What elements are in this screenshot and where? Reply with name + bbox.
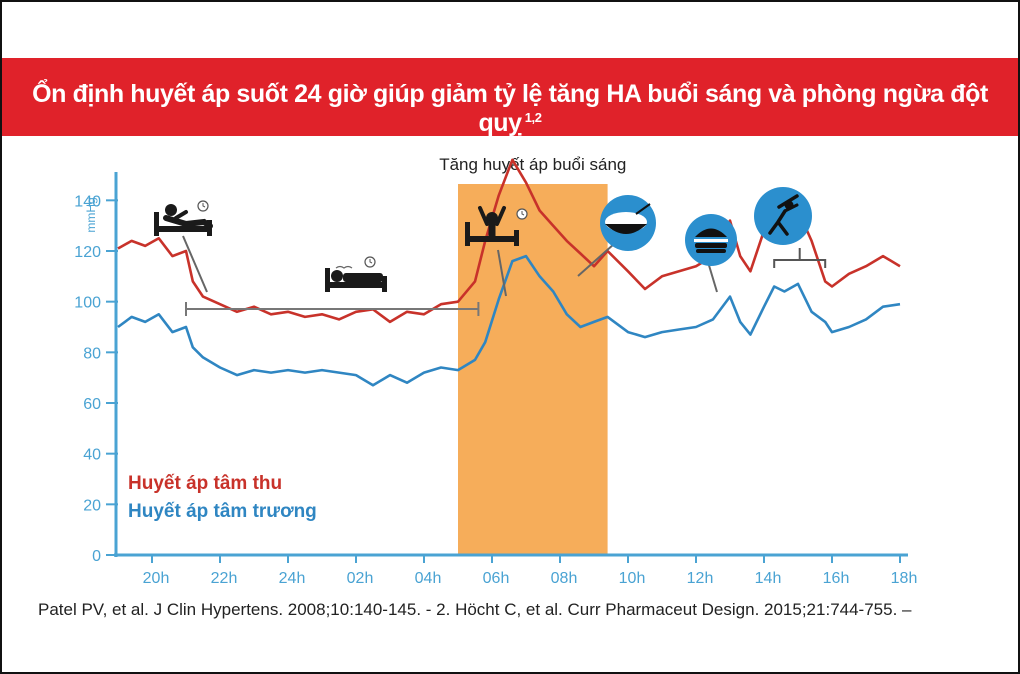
blanket bbox=[476, 236, 512, 242]
callout-line-burger bbox=[707, 261, 718, 293]
person-waking-icon bbox=[465, 206, 528, 246]
figure bbox=[768, 194, 799, 236]
head bbox=[331, 270, 343, 282]
chopstick bbox=[635, 203, 651, 215]
x-tick-label: 02h bbox=[347, 570, 374, 587]
head bbox=[165, 204, 177, 216]
person-reclining-icon bbox=[154, 200, 213, 236]
sleep-marks bbox=[335, 265, 353, 269]
bed-head bbox=[325, 268, 330, 292]
burger-icon bbox=[685, 214, 737, 266]
arms bbox=[478, 206, 506, 226]
x-tick-label: 12h bbox=[687, 570, 714, 587]
head bbox=[486, 212, 498, 224]
y-tick-label: 40 bbox=[83, 447, 101, 464]
y-tick-label: 100 bbox=[74, 295, 101, 312]
y-tick-label: 140 bbox=[74, 193, 101, 210]
arm bbox=[174, 210, 188, 220]
x-tick-label: 24h bbox=[279, 570, 306, 587]
title-banner: Ổn định huyết áp suốt 24 giờ giúp giảm t… bbox=[2, 58, 1018, 138]
x-tick-label: 08h bbox=[551, 570, 578, 587]
y-axis-label: mmHg bbox=[84, 197, 98, 232]
x-tick-label: 14h bbox=[755, 570, 782, 587]
bed-foot bbox=[382, 276, 387, 292]
blanket bbox=[343, 273, 383, 282]
title-superscript: 1,2 bbox=[524, 109, 542, 125]
x-tick-label: 18h bbox=[891, 570, 918, 587]
reference-citation: Patel PV, et al. J Clin Hypertens. 2008;… bbox=[38, 600, 912, 619]
x-tick-label: 16h bbox=[823, 570, 850, 587]
bottom-bun bbox=[696, 249, 726, 253]
bed-head bbox=[465, 222, 470, 246]
callout-line-reclining bbox=[182, 235, 208, 293]
bed-head bbox=[154, 212, 159, 236]
x-tick-label: 22h bbox=[211, 570, 238, 587]
clock-hands bbox=[202, 203, 206, 208]
y-tick-label: 80 bbox=[83, 345, 101, 362]
person-exercising-icon bbox=[754, 187, 812, 245]
lettuce bbox=[694, 239, 728, 242]
band-label: Tăng huyết áp buổi sáng bbox=[439, 155, 626, 174]
callout-line-waking bbox=[497, 249, 507, 297]
patty bbox=[695, 243, 727, 248]
bed-foot bbox=[514, 230, 519, 246]
x-tick-label: 06h bbox=[483, 570, 510, 587]
bed-frame bbox=[154, 226, 212, 232]
y-tick-label: 60 bbox=[83, 396, 101, 413]
bed-frame bbox=[325, 282, 387, 288]
top-bun bbox=[695, 228, 727, 237]
person-sleeping-icon bbox=[325, 256, 387, 292]
chart-title: Ổn định huyết áp suốt 24 giờ giúp giảm t… bbox=[2, 80, 1018, 138]
title-text: Ổn định huyết áp suốt 24 giờ giúp giảm t… bbox=[32, 80, 988, 137]
x-tick-label: 20h bbox=[143, 570, 170, 587]
body bbox=[163, 215, 213, 229]
clock-hands bbox=[369, 259, 373, 264]
activity-bracket bbox=[773, 248, 827, 268]
x-tick-label: 04h bbox=[415, 570, 442, 587]
arm bbox=[783, 203, 799, 213]
rice-bowl-icon bbox=[600, 195, 656, 251]
clock-hands bbox=[521, 211, 525, 216]
y-tick-label: 20 bbox=[83, 497, 101, 514]
bowl bbox=[605, 224, 647, 234]
legend-systolic: Huyết áp tâm thu bbox=[128, 473, 282, 494]
legend-diastolic: Huyết áp tâm trương bbox=[128, 501, 317, 522]
x-tick-label: 10h bbox=[619, 570, 646, 587]
diastolic-line bbox=[117, 254, 901, 387]
y-tick-label: 120 bbox=[74, 244, 101, 261]
y-tick-label: 0 bbox=[92, 548, 101, 565]
callout-line-meal bbox=[577, 243, 615, 277]
